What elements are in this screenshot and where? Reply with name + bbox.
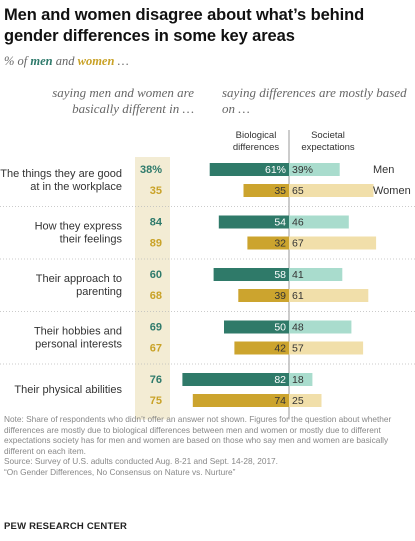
category-label: personal interests bbox=[35, 339, 122, 351]
bar-societal-men bbox=[289, 268, 343, 281]
soc-value-women: 57 bbox=[292, 343, 304, 355]
subtitle-and: and bbox=[52, 54, 78, 68]
bar-societal-men bbox=[289, 163, 340, 176]
bio-value-women: 74 bbox=[274, 395, 286, 407]
right-column-header: saying differences are mostly based on … bbox=[222, 85, 407, 116]
source-text: Source: Survey of U.S. adults conducted … bbox=[4, 456, 278, 466]
subtitle-women: women bbox=[77, 54, 115, 68]
legend-men: Men bbox=[373, 164, 394, 176]
bar-biological-women bbox=[192, 394, 289, 407]
bar-biological-women bbox=[234, 341, 289, 355]
different-value-men: 76 bbox=[150, 374, 162, 386]
bar-societal-women bbox=[289, 341, 364, 355]
bar-societal-women bbox=[289, 394, 322, 407]
different-value-men: 60 bbox=[150, 269, 162, 281]
bar-biological-women bbox=[243, 184, 289, 197]
bar-societal-men bbox=[289, 320, 352, 334]
category-label: Their approach to bbox=[36, 273, 122, 285]
soc-value-women: 25 bbox=[292, 395, 304, 407]
bar-biological-men bbox=[209, 163, 289, 176]
report-title: “On Gender Differences, No Consensus on … bbox=[4, 466, 236, 477]
soc-value-men: 48 bbox=[292, 322, 304, 334]
bio-value-women: 32 bbox=[274, 238, 286, 250]
soc-value-women: 67 bbox=[292, 238, 304, 250]
bar-biological-men bbox=[218, 215, 289, 229]
different-value-women: 89 bbox=[150, 238, 162, 250]
different-value-men: 38% bbox=[140, 164, 162, 176]
soc-value-men: 18 bbox=[292, 374, 304, 386]
left-column-header: saying men and women are basically diffe… bbox=[52, 85, 194, 116]
category-label: How they express bbox=[35, 221, 123, 233]
category-label: at in the workplace bbox=[30, 181, 122, 193]
soc-value-women: 61 bbox=[292, 290, 304, 302]
bio-value-women: 35 bbox=[274, 185, 286, 197]
bio-value-men: 54 bbox=[274, 217, 286, 229]
category-label: Their hobbies and bbox=[34, 326, 122, 338]
soc-value-men: 39% bbox=[292, 164, 313, 176]
different-value-women: 75 bbox=[150, 395, 162, 407]
bar-biological-men bbox=[224, 320, 289, 334]
different-value-men: 84 bbox=[150, 217, 163, 229]
different-value-women: 68 bbox=[150, 290, 162, 302]
legend-women: Women bbox=[373, 185, 411, 197]
category-label: parenting bbox=[76, 286, 122, 298]
bar-societal-women bbox=[289, 289, 369, 302]
bar-societal-women bbox=[289, 184, 374, 197]
bar-biological-women bbox=[238, 289, 289, 302]
note-text: Note: Share of respondents who didn’t of… bbox=[4, 414, 392, 456]
column-header-societal: Societal expectations bbox=[301, 130, 355, 153]
bio-value-men: 82 bbox=[274, 374, 286, 386]
bio-value-women: 39 bbox=[274, 290, 286, 302]
subtitle-suffix: … bbox=[114, 54, 129, 68]
bio-value-men: 50 bbox=[274, 322, 286, 334]
bar-societal-men bbox=[289, 373, 313, 386]
chart-notes: Note: Share of respondents who didn’t of… bbox=[4, 414, 410, 477]
bar-societal-men bbox=[289, 215, 349, 229]
category-label: Their physical abilities bbox=[14, 384, 122, 396]
bio-value-women: 42 bbox=[274, 343, 286, 355]
different-value-men: 69 bbox=[150, 322, 162, 334]
bar-biological-men bbox=[213, 268, 289, 281]
different-value-women: 67 bbox=[150, 343, 162, 355]
soc-value-men: 46 bbox=[292, 217, 304, 229]
subtitle-men: men bbox=[30, 54, 53, 68]
bio-value-men: 61% bbox=[265, 164, 286, 176]
column-header-biological: Biological differences bbox=[232, 130, 280, 153]
chart-subtitle: % of men and women … bbox=[4, 54, 129, 69]
category-label: their feelings bbox=[60, 234, 123, 246]
bar-biological-women bbox=[247, 236, 289, 250]
soc-value-women: 65 bbox=[292, 185, 304, 197]
bar-societal-women bbox=[289, 236, 377, 250]
bar-biological-men bbox=[182, 373, 289, 386]
chart-title: Men and women disagree about what’s behi… bbox=[4, 6, 365, 45]
soc-value-men: 41 bbox=[292, 269, 304, 281]
category-label: The things they are good bbox=[0, 168, 122, 180]
different-band bbox=[135, 157, 170, 420]
brand-label: PEW RESEARCH CENTER bbox=[4, 521, 128, 532]
subtitle-prefix: % of bbox=[4, 54, 31, 68]
bio-value-men: 58 bbox=[274, 269, 286, 281]
different-value-women: 35 bbox=[150, 185, 162, 197]
